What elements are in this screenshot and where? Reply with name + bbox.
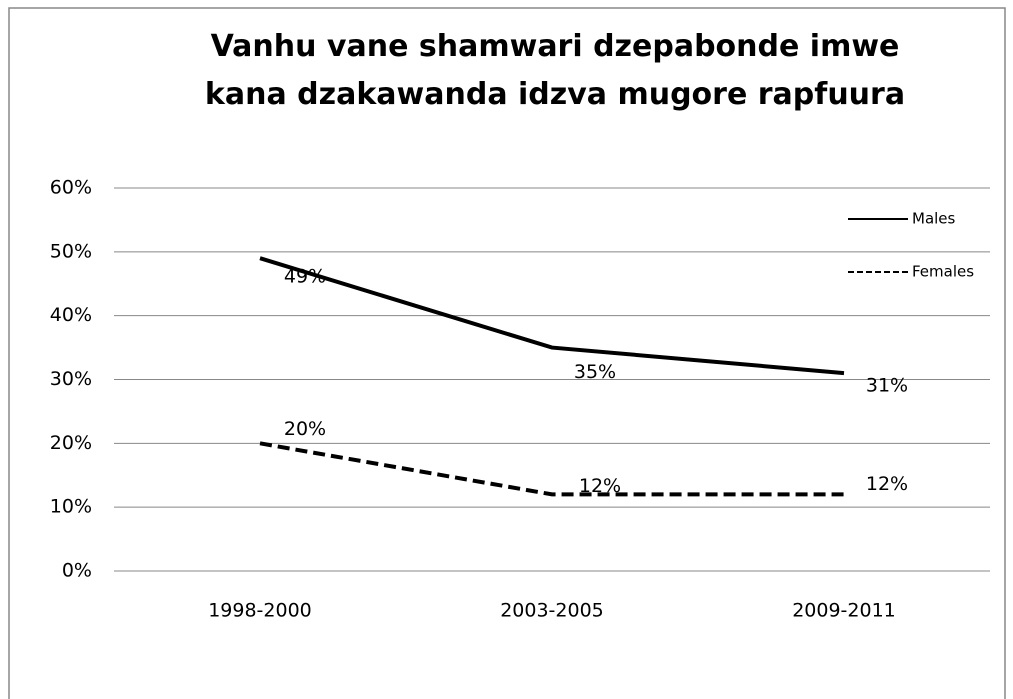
y-tick-label: 40% — [50, 304, 92, 326]
legend-label: Females — [912, 263, 974, 281]
y-tick-label: 0% — [62, 560, 92, 582]
line-series — [259, 441, 844, 497]
y-tick-label: 30% — [50, 368, 92, 390]
title-line: Vanhu vane shamwari dzepabonde imwe — [211, 29, 900, 64]
title-line: kana dzakawanda idzva mugore rapfuura — [205, 77, 905, 112]
legend-label: Males — [912, 210, 956, 228]
data-label: 12% — [579, 475, 621, 497]
data-label: 31% — [866, 375, 908, 397]
x-tick-label: 1998-2000 — [208, 600, 312, 622]
chart-border — [8, 7, 1006, 699]
x-tick-label: 2003-2005 — [500, 600, 604, 622]
y-tick-label: 60% — [50, 177, 92, 199]
y-tick-label: 20% — [50, 432, 92, 454]
chart-title: Vanhu vane shamwari dzepabonde imwe kana … — [205, 29, 905, 112]
line-series — [259, 256, 845, 376]
y-tick-label: 50% — [50, 240, 92, 262]
x-tick-label: 2009-2011 — [792, 600, 896, 622]
data-label: 12% — [866, 473, 908, 495]
data-label: 20% — [284, 418, 326, 440]
data-label: 49% — [284, 266, 326, 288]
y-tick-label: 10% — [50, 496, 92, 518]
data-label: 35% — [574, 361, 616, 383]
